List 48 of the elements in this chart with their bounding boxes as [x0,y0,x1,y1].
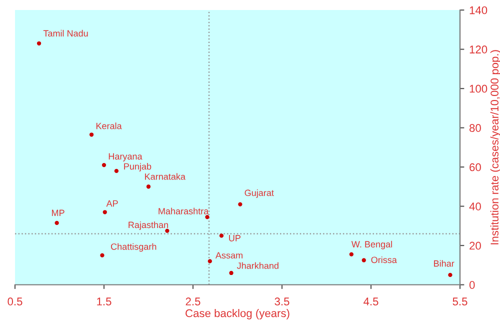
annotation: Bihar [434,260,454,267]
y-tick-label: 20 [470,242,481,250]
annotation: Karnataka [145,173,186,180]
point [89,132,94,137]
annotation: Assam [215,252,242,259]
annotation: MP [52,210,64,216]
annotation: Tamil Nadu [43,30,88,37]
point [54,220,59,226]
x-tick-label: 3.5 [274,298,290,306]
y-tick-label: 60 [470,163,481,172]
point [362,258,366,262]
y-tick-label: 120 [470,46,488,54]
point [205,214,210,220]
annotation: Haryana [108,153,142,162]
annotation: UP [229,235,240,242]
y-tick-label: 40 [469,202,481,210]
point [36,41,42,46]
annotation: Maharashtra [158,208,209,214]
point [102,210,107,214]
point [208,259,212,264]
point [146,184,151,189]
x-tick-label: 5.5 [452,298,468,306]
point [100,253,104,258]
point [229,270,234,276]
point [238,202,242,206]
y-tick-label: 100 [470,84,488,93]
point [114,168,119,174]
annotation: Jharkhand [236,262,278,269]
annotation: Gujarat [244,189,274,198]
annotation: Orissa [371,256,397,264]
point [448,272,452,278]
annotation: Punjab [124,163,152,172]
y-tick-label: 80 [470,124,481,132]
y-tick-label: 140 [470,6,488,14]
annotation: Kerala [96,122,122,130]
x-tick-label: 1.5 [97,298,112,306]
y-tick-label: 0 [469,281,475,289]
x-tick-label: 2.5 [186,298,200,306]
point [219,234,224,238]
point [102,162,106,168]
x-tick-label: 4.5 [364,298,378,306]
annotation: W. Bengal [351,240,392,250]
annotation: Rajasthan [128,221,168,230]
point [349,252,354,256]
x-axis-title: Case backlog (years) [186,308,290,320]
x-tick-label: 0.5 [8,298,22,306]
annotation: Chattisgarh [111,243,156,252]
annotation: AP [106,200,118,207]
